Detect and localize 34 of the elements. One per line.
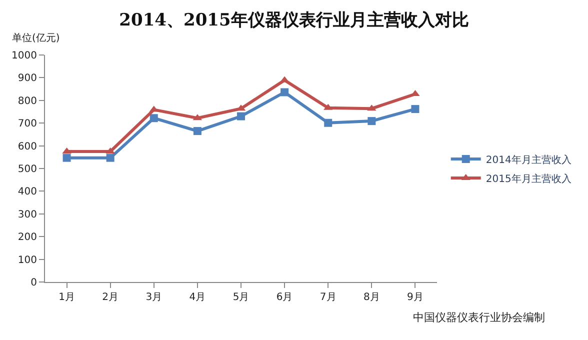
point xyxy=(62,154,71,162)
point xyxy=(193,127,202,136)
point xyxy=(324,118,332,127)
x-tick-label: 6月 xyxy=(276,292,293,303)
x-tick-label: 1月 xyxy=(58,292,75,303)
y-tick-label: 100 xyxy=(18,254,37,266)
y-tick-label: 800 xyxy=(18,96,37,107)
point xyxy=(280,88,289,96)
point xyxy=(150,114,158,122)
chart-title: 2014、2015年仪器仪表行业月主营收入对比 xyxy=(119,10,469,30)
y-tick-label: 0 xyxy=(30,278,37,288)
y-tick-label: 1000 xyxy=(12,50,37,62)
point xyxy=(411,105,420,114)
x-tick-label: 7月 xyxy=(320,292,336,303)
x-tick-label: 9月 xyxy=(407,292,424,303)
y-tick-label: 400 xyxy=(18,186,37,198)
x-tick-label: 5月 xyxy=(232,292,250,303)
y-tick-label: 200 xyxy=(18,232,37,244)
text: 中国仪器仪表行业协会编制 xyxy=(413,311,545,324)
legend-label: 2015年月主营收入 xyxy=(486,172,572,185)
y-tick-label: 600 xyxy=(18,141,37,152)
y-tick-label: 300 xyxy=(18,209,37,220)
y-tick-label: 500 xyxy=(18,164,37,175)
point xyxy=(106,154,114,162)
y-tick-label: 900 xyxy=(18,73,37,84)
x-tick-label: 3月 xyxy=(146,292,162,303)
y-axis-title: 单位(亿元) xyxy=(12,32,60,44)
legend-label: 2014年月主营收入 xyxy=(486,154,572,166)
x-tick-label: 2月 xyxy=(102,292,119,303)
point xyxy=(368,117,376,126)
x-tick-label: 8月 xyxy=(363,292,380,303)
point xyxy=(237,112,245,120)
y-tick-label: 700 xyxy=(18,118,37,130)
x-tick-label: 4月 xyxy=(189,292,206,303)
